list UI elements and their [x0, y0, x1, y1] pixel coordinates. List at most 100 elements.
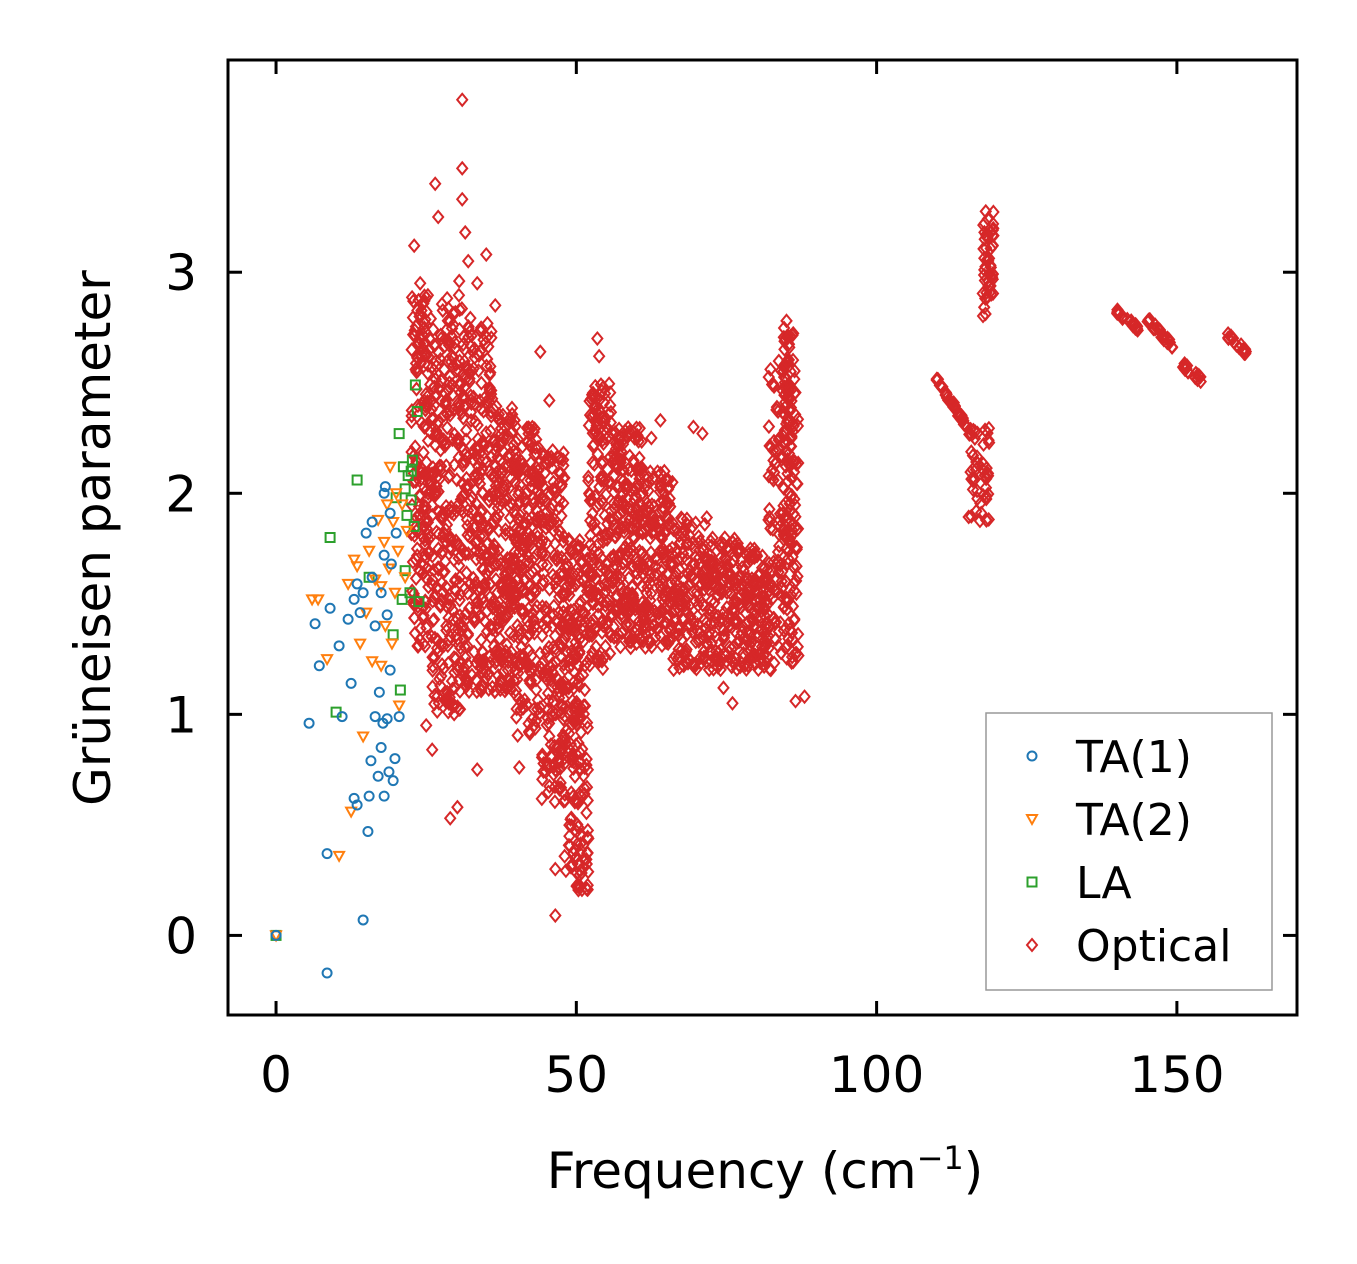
optical-point [589, 639, 603, 655]
optical-point [608, 549, 621, 565]
optical-point [572, 669, 586, 685]
optical-point [509, 585, 523, 601]
ta-1-point [303, 717, 315, 729]
optical-point [781, 352, 794, 369]
ta-1-point [390, 527, 402, 539]
optical-point [594, 472, 608, 488]
optical-point [615, 488, 628, 504]
optical-point [789, 693, 802, 709]
optical-point [573, 708, 587, 724]
optical-point [594, 469, 608, 485]
optical-point [603, 397, 617, 413]
optical-point [474, 323, 488, 339]
optical-point [457, 659, 471, 675]
optical-point [443, 810, 457, 826]
optical-point [978, 231, 992, 247]
optical-point [510, 709, 523, 725]
optical-point [782, 631, 795, 647]
optical-point [940, 390, 954, 406]
ta-1-point [351, 578, 363, 590]
optical-point [494, 652, 508, 669]
ta-1-point [362, 826, 374, 838]
optical-point [617, 478, 631, 494]
optical-point [666, 555, 679, 571]
optical-point [489, 478, 503, 494]
optical-point [785, 522, 799, 538]
optical-point [788, 363, 801, 379]
optical-point [473, 579, 486, 595]
optical-point [426, 612, 440, 629]
optical-point [500, 564, 513, 580]
optical-point [591, 607, 605, 623]
optical-point [463, 371, 476, 387]
optical-point [497, 478, 511, 494]
optical-point [667, 522, 680, 538]
optical-point [669, 588, 682, 604]
optical-point [705, 553, 718, 569]
optical-point [643, 634, 657, 650]
la-point [394, 684, 406, 696]
optical-point [657, 594, 671, 610]
optical-point [638, 560, 651, 576]
optical-point [477, 661, 491, 678]
optical-point [546, 703, 559, 719]
optical-point [542, 728, 556, 744]
optical-point [516, 648, 530, 664]
optical-point [593, 557, 607, 573]
optical-point [473, 528, 487, 544]
optical-point [545, 460, 559, 476]
optical-point [419, 717, 433, 733]
optical-point [762, 468, 776, 484]
optical-point [489, 509, 502, 525]
optical-point [414, 621, 427, 637]
optical-point [494, 672, 508, 689]
ta-1-point [321, 967, 333, 979]
ta-2-point [400, 525, 414, 538]
optical-point [662, 496, 676, 512]
optical-point [628, 593, 641, 609]
optical-point [445, 320, 459, 336]
legend-item-optical: Optical [1025, 921, 1231, 972]
optical-point [461, 527, 474, 543]
optical-point [569, 850, 582, 866]
optical-point [458, 446, 472, 462]
optical-point [432, 430, 446, 446]
optical-point [592, 545, 605, 561]
optical-point [669, 612, 683, 628]
optical-point [749, 647, 762, 663]
optical-point [719, 558, 733, 574]
optical-point [559, 609, 572, 625]
optical-point [780, 650, 794, 666]
la-point [405, 465, 417, 477]
optical-point [426, 572, 439, 588]
optical-point [503, 510, 517, 526]
optical-point [459, 480, 473, 496]
optical-point [437, 509, 450, 525]
optical-point [746, 549, 759, 565]
optical-point [636, 602, 650, 618]
optical-point [981, 289, 994, 305]
optical-point [681, 535, 695, 551]
optical-point [558, 699, 572, 716]
ta-2-point [341, 578, 355, 591]
optical-point [524, 472, 538, 489]
optical-point [660, 609, 674, 625]
optical-point [539, 619, 553, 636]
optical-point [481, 339, 495, 355]
optical-point [577, 768, 590, 784]
optical-point [418, 320, 431, 336]
optical-point [791, 568, 804, 584]
optical-point [471, 512, 484, 528]
optical-point [523, 726, 537, 742]
optical-point [746, 611, 760, 628]
optical-point [783, 438, 797, 454]
optical-point [503, 677, 517, 693]
optical-point [592, 496, 606, 512]
optical-point [956, 410, 970, 426]
optical-point [556, 495, 570, 511]
optical-point [478, 575, 492, 591]
optical-point [651, 552, 664, 568]
optical-point [762, 419, 776, 435]
optical-point [439, 458, 453, 474]
optical-point [491, 500, 505, 516]
